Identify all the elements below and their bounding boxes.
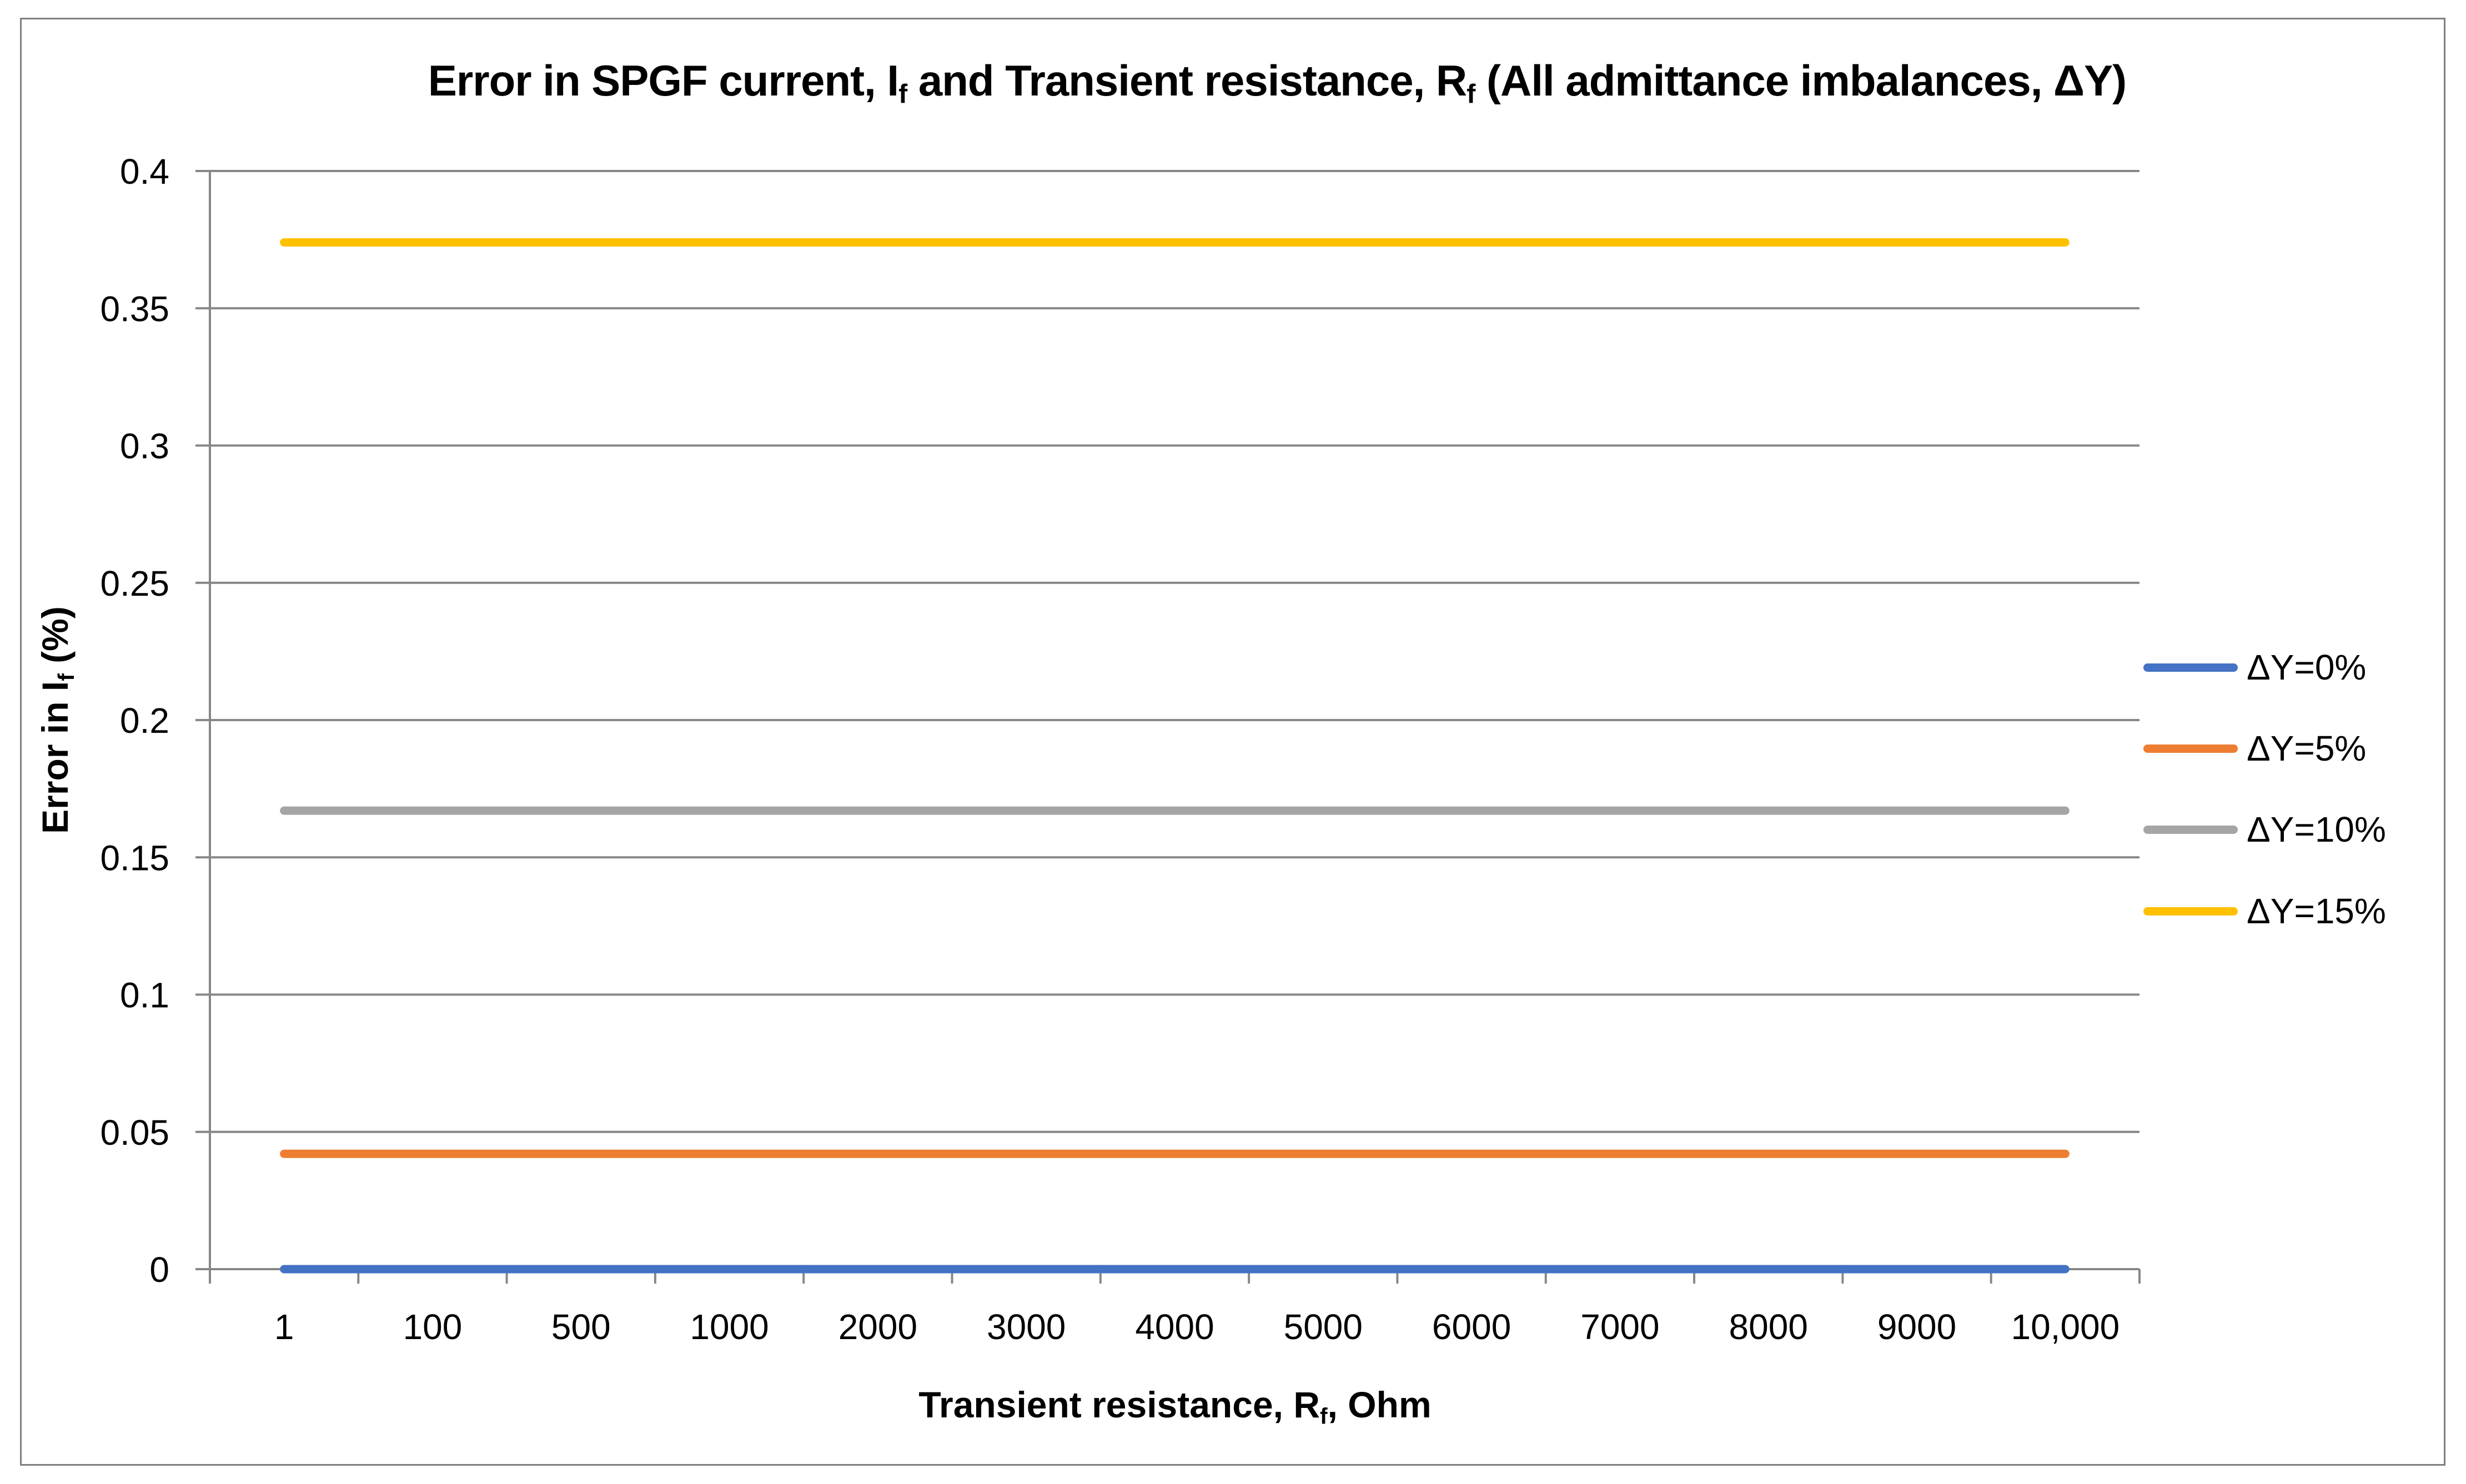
x-axis-title: Transient resistance, Rf, Ohm xyxy=(918,1384,1431,1429)
chart-title-text: Error in SPGF current, I xyxy=(428,56,899,105)
chart-title-text: (All admittance imbalances, ΔY) xyxy=(1475,56,2127,105)
y-tick-label: 0.2 xyxy=(120,701,169,741)
x-tick-label: 9000 xyxy=(1877,1307,1956,1347)
x-axis-title-text: , Ohm xyxy=(1327,1384,1432,1425)
y-tick-label: 0 xyxy=(149,1250,169,1290)
legend-label: ΔY=5% xyxy=(2247,728,2367,768)
legend-item-ΔY=0%: ΔY=0% xyxy=(2143,640,2366,695)
x-tick-label: 6000 xyxy=(1432,1307,1511,1347)
x-tick-label: 4000 xyxy=(1135,1307,1214,1347)
x-tick-label: 8000 xyxy=(1729,1307,1808,1347)
legend-label: ΔY=15% xyxy=(2247,891,2386,931)
y-tick-label: 0.1 xyxy=(120,975,169,1015)
legend-swatch-ΔY=0% xyxy=(2143,663,2238,672)
chart-title: Error in SPGF current, If and Transient … xyxy=(428,56,2127,110)
legend-swatch-ΔY=5% xyxy=(2143,744,2238,753)
y-tick-label: 0.4 xyxy=(120,152,169,192)
legend-label: ΔY=10% xyxy=(2247,809,2386,849)
legend-swatch-ΔY=15% xyxy=(2143,907,2238,915)
y-tick-label: 0.05 xyxy=(100,1113,169,1153)
x-tick-label: 500 xyxy=(551,1307,611,1347)
x-tick-label: 2000 xyxy=(838,1307,917,1347)
legend-item-ΔY=5%: ΔY=5% xyxy=(2143,721,2366,776)
x-tick-label: 100 xyxy=(403,1307,463,1347)
chart-border xyxy=(20,18,2445,1466)
legend-item-ΔY=10%: ΔY=10% xyxy=(2143,802,2386,857)
x-tick-label: 5000 xyxy=(1284,1307,1363,1347)
y-tick-label: 0.15 xyxy=(100,838,169,878)
y-tick-label: 0.3 xyxy=(120,426,169,466)
legend-label: ΔY=0% xyxy=(2247,647,2367,687)
x-tick-label: 1 xyxy=(274,1307,294,1347)
chart-title-text: and Transient resistance, R xyxy=(907,56,1467,105)
x-tick-label: 10,000 xyxy=(2011,1307,2120,1347)
y-tick-label: 0.35 xyxy=(100,289,169,329)
chart-title-subscript-if: f xyxy=(898,79,907,109)
legend-item-ΔY=15%: ΔY=15% xyxy=(2143,883,2386,939)
x-tick-label: 7000 xyxy=(1580,1307,1659,1347)
chart-title-subscript-rf: f xyxy=(1466,79,1475,109)
y-tick-label: 0.25 xyxy=(100,564,169,603)
x-tick-label: 1000 xyxy=(690,1307,769,1347)
x-tick-label: 3000 xyxy=(987,1307,1066,1347)
legend-swatch-ΔY=10% xyxy=(2143,825,2238,834)
x-axis-title-text: Transient resistance, R xyxy=(918,1384,1320,1425)
x-axis-title-subscript: f xyxy=(1320,1403,1328,1429)
